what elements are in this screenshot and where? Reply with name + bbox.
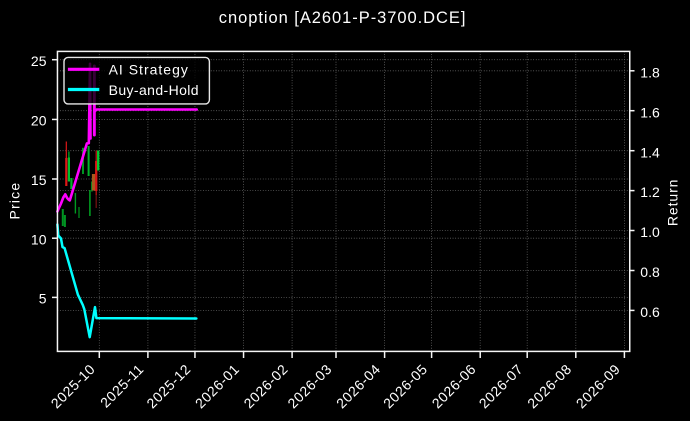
svg-text:1.6: 1.6 [640,104,660,120]
svg-text:1.0: 1.0 [640,224,660,240]
svg-text:0.8: 0.8 [640,264,660,280]
svg-text:10: 10 [31,231,47,247]
svg-text:cnoption [A2601-P-3700.DCE]: cnoption [A2601-P-3700.DCE] [219,9,467,27]
svg-text:20: 20 [31,113,47,129]
svg-text:1.4: 1.4 [640,144,660,160]
svg-text:25: 25 [31,53,47,69]
svg-text:1.8: 1.8 [640,64,660,80]
svg-text:Return: Return [665,179,681,226]
svg-text:AI Strategy: AI Strategy [109,62,189,78]
svg-text:0.6: 0.6 [640,304,660,320]
svg-text:Buy-and-Hold: Buy-and-Hold [109,82,199,98]
svg-text:Price: Price [7,182,23,220]
svg-text:15: 15 [31,172,47,188]
svg-text:5: 5 [39,291,47,307]
svg-text:1.2: 1.2 [640,184,660,200]
